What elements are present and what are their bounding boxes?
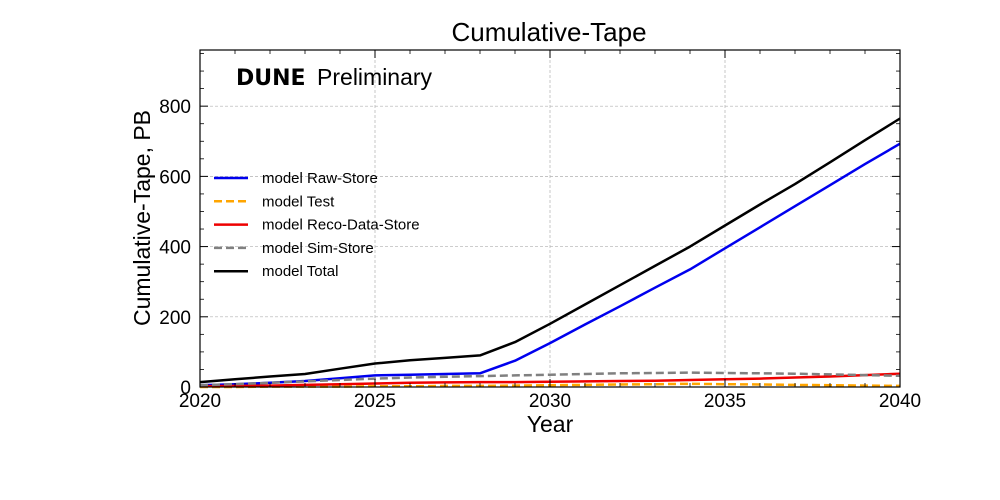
legend-label: model Reco-Data-Store (262, 217, 420, 234)
series-line-model-raw-store (199, 142, 901, 387)
y-tick-label: 0 (180, 378, 191, 399)
tick-labels: 2020 2025 2030 2035 2040 0 200 400 600 800 (159, 97, 921, 412)
y-axis-title: Cumulative-Tape, PB (129, 110, 155, 326)
chart-title: Cumulative-Tape (451, 17, 646, 47)
x-axis-title: Year (527, 411, 574, 437)
y-tick-label: 200 (159, 308, 191, 329)
legend-label: model Total (262, 263, 338, 280)
x-tick-label: 2020 (179, 391, 221, 412)
dune-preliminary-label: DUNE Preliminary (236, 64, 433, 91)
preliminary-text: Preliminary (317, 64, 433, 90)
y-tick-label: 600 (159, 167, 191, 188)
x-tick-label: 2030 (529, 391, 571, 412)
dune-logo-text: DUNE (236, 66, 306, 91)
y-tick-label: 400 (159, 238, 191, 259)
series-line-model-total (199, 117, 901, 384)
legend: model Raw-Store model Test model Reco-Data… (214, 170, 420, 280)
y-tick-label: 800 (159, 97, 191, 118)
x-tick-label: 2025 (354, 391, 396, 412)
axis-ticks (199, 50, 901, 388)
x-tick-label: 2035 (704, 391, 746, 412)
series-line-model-sim-store (199, 371, 901, 387)
grid (200, 50, 900, 387)
x-tick-label: 2040 (879, 391, 921, 412)
legend-label: model Sim-Store (262, 240, 374, 257)
legend-label: model Test (262, 193, 335, 210)
legend-label: model Raw-Store (262, 170, 378, 187)
